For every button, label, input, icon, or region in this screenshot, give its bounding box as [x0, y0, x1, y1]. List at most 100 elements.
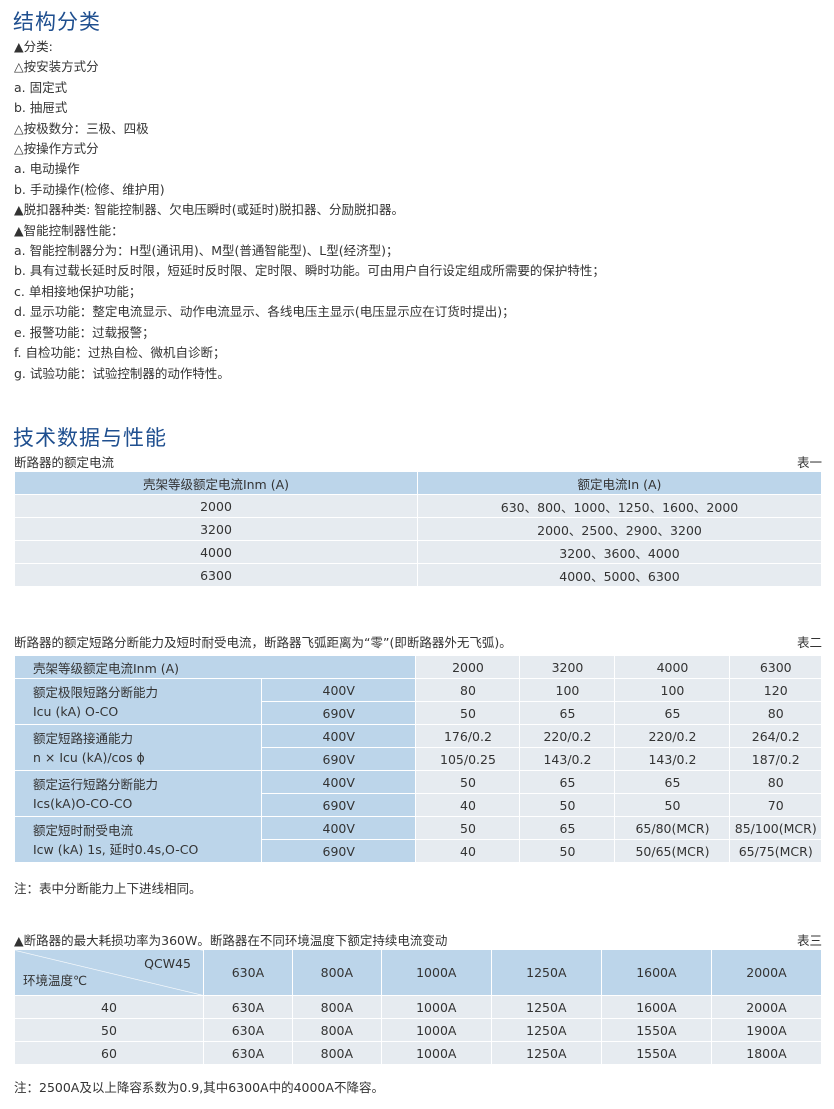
header-cell: 1600A — [600, 949, 712, 996]
cell: 1250A — [490, 1041, 602, 1065]
cell: 50 — [519, 793, 616, 817]
row-label: 额定运行短路分断能力 Ics(kA)O-CO-CO — [14, 770, 262, 817]
table3: QCW45 环境温度℃ 630A 800A 1000A 1250A 1600A 2000A 40… — [14, 949, 823, 1065]
cell: 800A — [291, 1018, 382, 1042]
cell: 40 — [14, 995, 204, 1019]
table1-label: 表一 — [796, 455, 822, 470]
cell: 630A — [203, 1018, 293, 1042]
cell: 2000A — [710, 995, 823, 1019]
label-line: 额定短路接通能力 — [33, 730, 134, 746]
list-line: b. 抽屉式 — [14, 100, 68, 116]
cell: 630A — [203, 1041, 293, 1065]
header-cell: 3200 — [519, 655, 616, 679]
cell: 50 — [415, 701, 521, 725]
table-row: 额定极限短路分断能力 Icu (kA) O-CO 400V 80 100 100 120 — [14, 678, 822, 725]
table-row: 690V 40 50 50 70 — [15, 793, 822, 817]
list-line: a. 智能控制器分为：H型(通讯用)、M型(普通智能型)、L型(经济型)； — [14, 243, 399, 259]
header-cell: 2000A — [710, 949, 823, 996]
list-line: d. 显示功能：整定电流显示、动作电流显示、各线电压主显示(电压显示应在订货时提… — [14, 304, 515, 320]
label-line: n × Icu (kA)/cos ϕ — [33, 749, 145, 765]
cell: 3200 — [14, 517, 418, 541]
cell: 2000 — [14, 494, 418, 518]
cell: 40 — [415, 839, 521, 863]
cell: 60 — [14, 1041, 204, 1065]
list-line: △按操作方式分 — [14, 141, 99, 157]
cell: 1550A — [600, 1041, 712, 1065]
cell: 65 — [519, 770, 616, 794]
section-title: 结构分类 — [13, 10, 101, 34]
list-line: △按安装方式分 — [14, 59, 99, 75]
header-cell: 4000 — [614, 655, 731, 679]
cell: 80 — [729, 701, 822, 725]
list-line: g. 试验功能：试验控制器的动作特性。 — [14, 365, 230, 381]
cell: 50 — [614, 793, 731, 817]
header-cell: 1000A — [380, 949, 492, 996]
label-line: Icu (kA) O-CO — [33, 703, 119, 719]
header-cell: 800A — [291, 949, 382, 996]
header-cell: 壳架等级额定电流Inm (A) — [13, 655, 417, 679]
voltage-cell: 690V — [260, 793, 417, 817]
list-line: a. 电动操作 — [14, 161, 80, 177]
cell: 1000A — [380, 1018, 492, 1042]
row-label: 额定短路接通能力 n × Icu (kA)/cos ϕ — [14, 724, 262, 771]
table2: 壳架等级额定电流Inm (A) 2000 3200 4000 6300 额定极限短路分断能… — [13, 655, 822, 863]
voltage-cell: 400V — [260, 816, 417, 840]
table-row: 6300 4000、5000、6300 — [14, 563, 822, 587]
table3-label: 表三 — [796, 933, 822, 948]
cell: 50/65(MCR) — [614, 839, 731, 863]
cell: 70 — [729, 793, 822, 817]
cell: 80 — [729, 770, 822, 794]
cell: 65 — [519, 701, 616, 725]
section-title: 技术数据与性能 — [13, 426, 167, 450]
cell: 143/0.2 — [519, 747, 616, 771]
cell: 40 — [415, 793, 521, 817]
cell: 6300 — [14, 563, 418, 587]
cell: 120 — [729, 678, 822, 702]
table1-caption: 断路器的额定电流 — [14, 455, 115, 470]
table2-label: 表二 — [796, 635, 822, 650]
cell: 1000A — [380, 1041, 492, 1065]
list-line: b. 具有过载长延时反时限，短延时反时限、定时限、瞬时功能。可由用户自行设定组成… — [14, 263, 605, 279]
row-label: 额定极限短路分断能力 Icu (kA) O-CO — [14, 678, 262, 725]
corner-top: QCW45 — [144, 956, 191, 971]
cell: 50 — [415, 770, 521, 794]
list-line: ▲分类: — [14, 39, 53, 54]
table-row: 60 630A 800A 1000A 1250A 1550A 1800A — [14, 1041, 823, 1065]
list-line: ▲智能控制器性能： — [14, 222, 124, 238]
cell: 143/0.2 — [614, 747, 731, 771]
cell: 65 — [614, 770, 731, 794]
cell: 65/80(MCR) — [614, 816, 731, 840]
header-row: 壳架等级额定电流Inm (A) 2000 3200 4000 6300 — [13, 655, 822, 679]
cell: 4000 — [14, 540, 418, 564]
table-row: 690V 40 50 50/65(MCR) 65/75(MCR) — [15, 839, 822, 863]
header-cell: 2000 — [415, 655, 521, 679]
voltage-cell: 400V — [260, 724, 417, 748]
table-row: 2000 630、800、1000、1250、1600、2000 — [14, 494, 822, 518]
header-cell: 630A — [203, 949, 293, 996]
list-line: a. 固定式 — [14, 79, 68, 95]
table-row: 50 630A 800A 1000A 1250A 1550A 1900A — [14, 1018, 823, 1042]
cell: 1900A — [710, 1018, 823, 1042]
label-line: 额定短时耐受电流 — [33, 822, 134, 838]
cell: 630、800、1000、1250、1600、2000 — [417, 494, 822, 518]
table3-note: 注：2500A及以上降容系数为0.9,其中6300A中的4000A不降容。 — [14, 1080, 384, 1095]
label-line: Icw (kA) 1s, 延时0.4s,O-CO — [33, 841, 199, 857]
cell: 105/0.25 — [415, 747, 521, 771]
table1: 壳架等级额定电流Inm (A) 额定电流In (A) 2000 630、800、10… — [14, 471, 822, 587]
cell: 220/0.2 — [519, 724, 616, 748]
cell: 800A — [291, 1041, 382, 1065]
list-line: e. 报警功能：过载报警； — [14, 324, 155, 340]
cell: 220/0.2 — [614, 724, 731, 748]
cell: 50 — [519, 839, 616, 863]
table-row: 额定运行短路分断能力 Ics(kA)O-CO-CO 400V 50 65 65 80 — [14, 770, 822, 817]
list-line: c. 单相接地保护功能； — [14, 283, 142, 299]
label-line: 额定运行短路分断能力 — [33, 776, 159, 792]
list-line: b. 手动操作(检修、维护用) — [14, 181, 165, 197]
table3-caption: ▲断路器的最大耗损功率为360W。断路器在不同环境温度下额定持续电流变动 — [14, 933, 448, 948]
voltage-cell: 690V — [260, 839, 417, 863]
cell: 50 — [415, 816, 521, 840]
cell: 100 — [614, 678, 731, 702]
cell: 100 — [519, 678, 616, 702]
cell: 176/0.2 — [415, 724, 521, 748]
list-line: △按极数分：三极、四极 — [14, 120, 149, 136]
